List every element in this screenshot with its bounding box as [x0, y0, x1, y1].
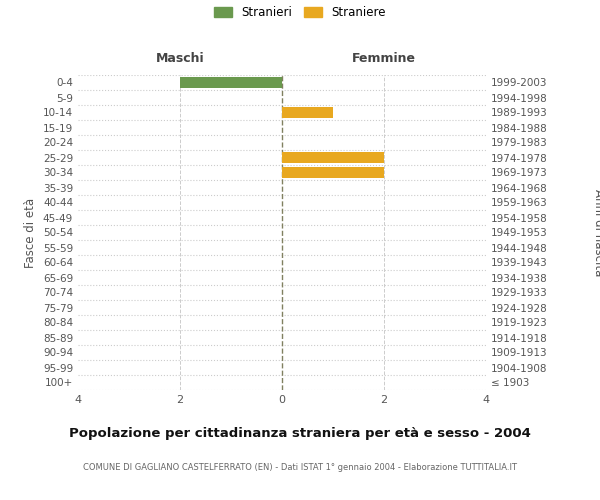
Text: Popolazione per cittadinanza straniera per età e sesso - 2004: Popolazione per cittadinanza straniera p…	[69, 428, 531, 440]
Bar	[282, 167, 384, 178]
Bar	[180, 77, 282, 88]
Text: Femmine: Femmine	[352, 52, 416, 65]
Text: Maschi: Maschi	[155, 52, 205, 65]
Text: COMUNE DI GAGLIANO CASTELFERRATO (EN) - Dati ISTAT 1° gennaio 2004 - Elaborazion: COMUNE DI GAGLIANO CASTELFERRATO (EN) - …	[83, 462, 517, 471]
Y-axis label: Fasce di età: Fasce di età	[25, 198, 37, 268]
Bar	[282, 152, 384, 163]
Legend: Stranieri, Straniere: Stranieri, Straniere	[214, 6, 386, 19]
Y-axis label: Anni di nascita: Anni di nascita	[592, 189, 600, 276]
Bar	[282, 107, 333, 118]
